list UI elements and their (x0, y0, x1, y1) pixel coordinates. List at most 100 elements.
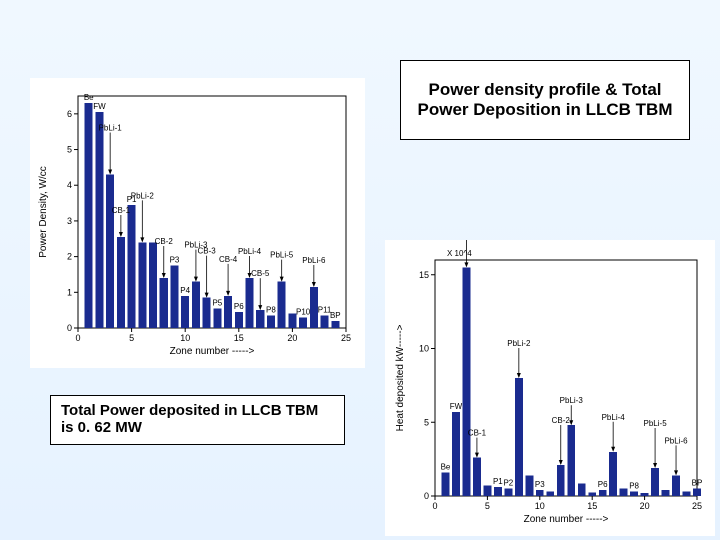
caption-box: Total Power deposited in LLCB TBM is 0. … (50, 395, 345, 445)
bar (515, 378, 523, 496)
bar (473, 458, 481, 496)
bar (641, 493, 649, 496)
svg-text:10: 10 (535, 501, 545, 511)
bar (546, 492, 554, 496)
svg-text:CB-2: CB-2 (155, 237, 174, 246)
svg-text:P1: P1 (493, 477, 503, 486)
svg-text:PbLi-1: PbLi-1 (99, 124, 123, 133)
svg-text:CB-4: CB-4 (219, 255, 238, 264)
svg-text:PbLi-2: PbLi-2 (507, 339, 531, 348)
svg-text:PbLi-3: PbLi-3 (560, 396, 584, 405)
svg-text:PbLi-5: PbLi-5 (644, 419, 668, 428)
svg-text:15: 15 (234, 333, 244, 343)
title-box: Power density profile & Total Power Depo… (400, 60, 690, 140)
bar (160, 278, 168, 328)
bar (106, 175, 114, 328)
svg-text:PbLi-4: PbLi-4 (238, 247, 262, 256)
svg-text:P3: P3 (535, 480, 545, 489)
svg-text:4: 4 (67, 180, 72, 190)
svg-text:25: 25 (692, 501, 702, 511)
svg-text:P8: P8 (629, 482, 639, 491)
svg-text:CB-2: CB-2 (552, 416, 571, 425)
svg-text:0: 0 (432, 501, 437, 511)
bar (630, 492, 638, 496)
svg-text:PbLi-5: PbLi-5 (270, 251, 294, 260)
svg-text:P2: P2 (503, 479, 513, 488)
svg-text:BP: BP (330, 311, 341, 320)
bar (95, 112, 103, 328)
bar (213, 308, 221, 328)
svg-text:FW: FW (93, 102, 106, 111)
svg-text:Power Density, W/cc: Power Density, W/cc (38, 166, 49, 258)
svg-text:P4: P4 (180, 286, 190, 295)
heat-deposited-chart: 0510150510152025BeFWPbLi-1CB-1P1P2PbLi-2… (385, 240, 715, 536)
bar (609, 452, 617, 496)
svg-text:20: 20 (287, 333, 297, 343)
svg-text:0: 0 (67, 323, 72, 333)
bar (504, 489, 512, 496)
svg-text:Be: Be (84, 93, 94, 102)
svg-text:Heat deposited kW----->: Heat deposited kW-----> (395, 324, 406, 431)
svg-text:Zone number ----->: Zone number -----> (524, 514, 609, 525)
svg-text:CB-3: CB-3 (198, 247, 217, 256)
svg-text:1: 1 (67, 287, 72, 297)
bar (442, 472, 450, 496)
svg-text:5: 5 (129, 333, 134, 343)
bar (567, 425, 575, 496)
bar (536, 490, 544, 496)
bar (620, 489, 628, 496)
svg-text:BP: BP (692, 479, 703, 488)
svg-text:P6: P6 (234, 302, 244, 311)
bar (256, 310, 264, 328)
bar (117, 237, 125, 328)
svg-text:FW: FW (450, 402, 463, 411)
bar (138, 242, 146, 328)
svg-text:5: 5 (67, 145, 72, 155)
bar (557, 465, 565, 496)
bar (463, 267, 471, 496)
svg-text:0: 0 (424, 491, 429, 501)
svg-text:CB-5: CB-5 (251, 269, 270, 278)
heat-deposited-chart-svg: 0510150510152025BeFWPbLi-1CB-1P1P2PbLi-2… (385, 240, 715, 536)
bar (181, 296, 189, 328)
bar (452, 412, 460, 496)
bar (278, 282, 286, 328)
svg-text:10: 10 (180, 333, 190, 343)
svg-text:P3: P3 (170, 256, 180, 265)
svg-text:P10: P10 (296, 307, 311, 316)
power-density-chart-svg: 01234560510152025BeFWPbLi-1CB-1P1PbLi-2C… (30, 78, 365, 368)
svg-text:PbLi-6: PbLi-6 (302, 256, 326, 265)
bar (651, 468, 659, 496)
bar (494, 487, 502, 496)
bar (331, 321, 339, 328)
svg-text:3: 3 (67, 216, 72, 226)
bar (693, 489, 701, 496)
svg-text:2: 2 (67, 252, 72, 262)
svg-text:25: 25 (341, 333, 351, 343)
bar (483, 486, 491, 496)
bar (85, 103, 93, 328)
bar (192, 282, 200, 328)
bar (321, 316, 329, 328)
bar (170, 266, 178, 328)
svg-text:0: 0 (75, 333, 80, 343)
bar (149, 242, 157, 328)
bar (588, 492, 596, 496)
bar (525, 475, 533, 496)
svg-text:PbLi-4: PbLi-4 (602, 413, 626, 422)
svg-text:5: 5 (424, 417, 429, 427)
bar (267, 316, 275, 328)
svg-text:X 10^4: X 10^4 (447, 249, 472, 258)
svg-text:6: 6 (67, 109, 72, 119)
svg-text:Be: Be (441, 462, 451, 471)
svg-text:CB-1: CB-1 (468, 429, 487, 438)
bar (128, 205, 136, 328)
bar (203, 298, 211, 328)
bar (235, 312, 243, 328)
svg-text:P5: P5 (212, 298, 222, 307)
svg-text:15: 15 (419, 270, 429, 280)
power-density-chart: 01234560510152025BeFWPbLi-1CB-1P1PbLi-2C… (30, 78, 365, 368)
svg-text:15: 15 (587, 501, 597, 511)
bar (662, 490, 670, 496)
svg-text:P6: P6 (598, 480, 608, 489)
